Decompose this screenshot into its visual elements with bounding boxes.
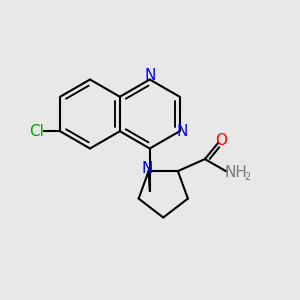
Text: N: N xyxy=(144,68,155,82)
Text: O: O xyxy=(215,133,227,148)
Text: N: N xyxy=(177,124,188,139)
Text: Cl: Cl xyxy=(29,124,44,139)
Text: N: N xyxy=(141,161,153,176)
Text: NH: NH xyxy=(225,165,248,180)
Text: 2: 2 xyxy=(244,172,250,182)
